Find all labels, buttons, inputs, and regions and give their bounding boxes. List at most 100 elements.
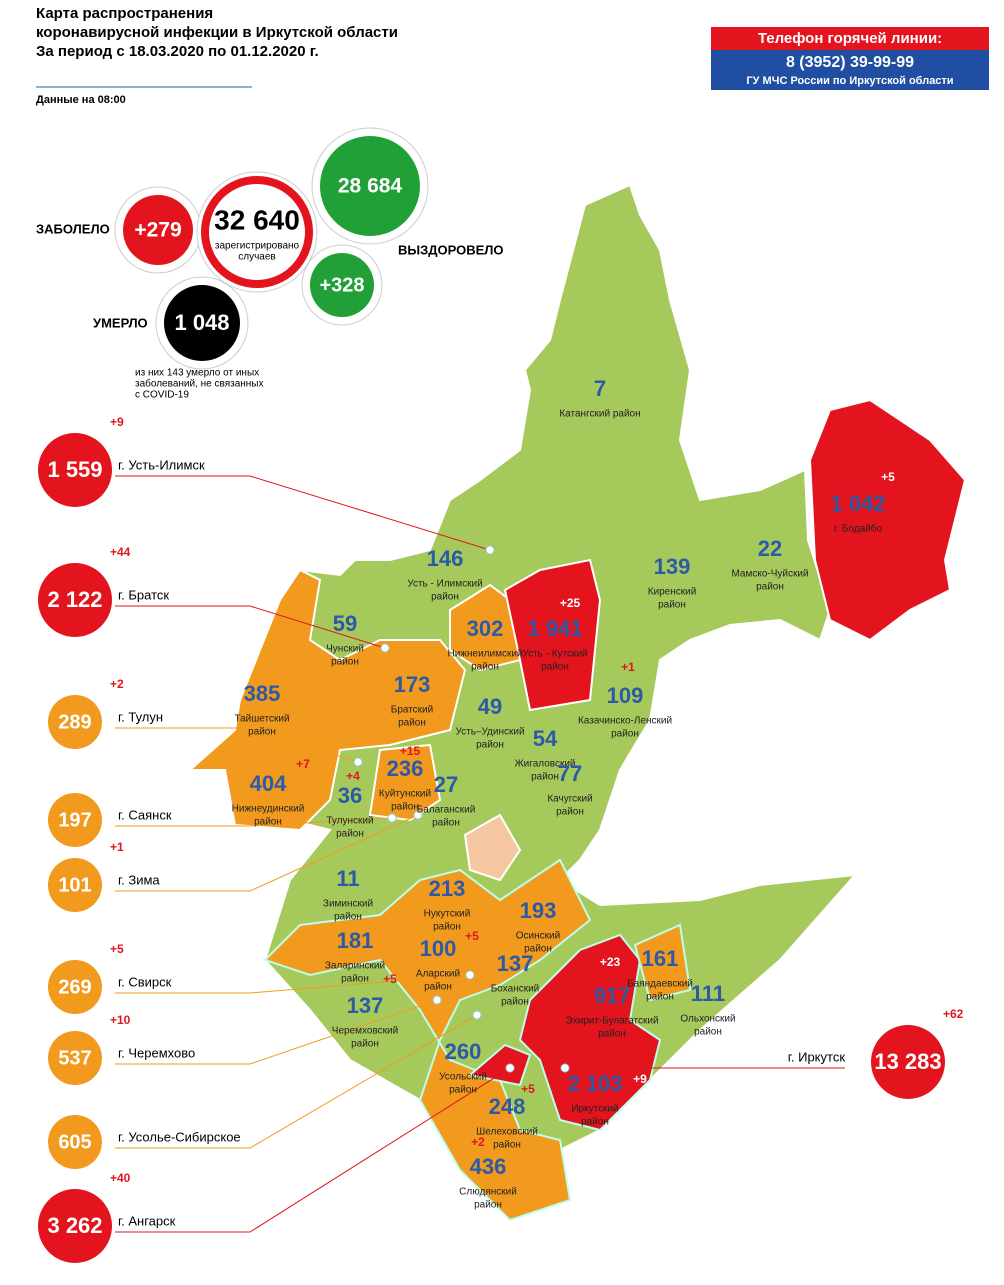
region-name: Тулунский — [326, 816, 373, 827]
city-total: 1 559 — [47, 457, 102, 482]
region-name: район — [471, 662, 499, 673]
city-delta: +5 — [110, 942, 124, 956]
city-total: 13 283 — [874, 1049, 941, 1074]
region-delta: +5 — [465, 929, 479, 943]
region-shape — [503, 558, 602, 712]
region-delta: +4 — [346, 769, 360, 783]
region-total: 302 — [467, 616, 504, 641]
region-name: район — [611, 729, 639, 740]
map-dot — [465, 970, 475, 980]
leader-line — [115, 727, 359, 763]
new-cases: +279 — [134, 219, 181, 242]
leader-line — [115, 1067, 511, 1233]
leader-line — [115, 999, 438, 1065]
region-total: 49 — [478, 694, 502, 719]
region-name: Балаганский — [417, 805, 476, 816]
region-delta: +1 — [621, 660, 635, 674]
region-name: район — [501, 997, 529, 1008]
region-name: Тайшетский — [234, 714, 289, 725]
region-name: район — [391, 802, 419, 813]
leader-line — [115, 817, 393, 827]
leader-line — [115, 475, 491, 551]
region-shape — [467, 1043, 532, 1087]
region-total: 36 — [338, 783, 362, 808]
total-caption: зарегистрировано — [215, 241, 300, 252]
region-shape — [808, 398, 967, 642]
recovered-new: +328 — [319, 274, 364, 296]
region-delta: +5 — [383, 972, 397, 986]
region-total: 137 — [497, 951, 534, 976]
hotline-title: Телефон горячей линии: — [758, 30, 942, 47]
region-name: район — [476, 740, 504, 751]
region-shape — [263, 858, 592, 1222]
region-name: Эхирит-Булагатский — [565, 1016, 658, 1027]
region-name: Ольхонский — [680, 1014, 735, 1025]
city-delta: +1 — [110, 840, 124, 854]
region-name: район — [341, 974, 369, 985]
region-total: 213 — [429, 876, 466, 901]
region-name: Нукутский — [424, 909, 471, 920]
region-total: 2 103 — [567, 1071, 622, 1096]
city-total: 537 — [58, 1047, 91, 1069]
region-delta: +15 — [400, 744, 421, 758]
region-name: Усть - Кутский — [522, 649, 587, 660]
region-name: район — [756, 582, 784, 593]
region-name: район — [531, 772, 559, 783]
city-badge — [48, 1115, 102, 1169]
region-name: район — [556, 807, 584, 818]
region-name: Куйтунский — [379, 789, 431, 800]
region-delta: +23 — [600, 955, 621, 969]
region-total: 146 — [427, 546, 464, 571]
region-name: Нижнеудинский — [232, 804, 305, 815]
hotline-bar — [711, 50, 989, 90]
region-name: г. Бодайбо — [834, 523, 883, 535]
region-name: район — [646, 992, 674, 1003]
region-name: Баяндаевский — [627, 979, 693, 990]
city-delta: +9 — [110, 415, 124, 429]
city-delta: +10 — [110, 1013, 131, 1027]
city-total: 269 — [58, 976, 91, 998]
region-name: Усть - Илимский — [407, 579, 482, 590]
region-name: район — [598, 1029, 626, 1040]
region-name: Аларский — [416, 969, 460, 980]
region-name: район — [432, 818, 460, 829]
city-name: г. Саянск — [118, 807, 172, 822]
region-total: 193 — [520, 898, 557, 923]
map-dot — [472, 1010, 482, 1020]
city-total: 3 262 — [47, 1213, 102, 1238]
region-name: Иркутский — [571, 1104, 618, 1115]
region-delta: +25 — [560, 596, 581, 610]
region-name: Осинский — [516, 931, 560, 942]
region-total: 1 042 — [830, 491, 885, 516]
region-name: район — [424, 982, 452, 993]
region-total: 236 — [387, 756, 424, 781]
header: Карта распространения коронавирусной инф… — [36, 5, 398, 106]
city-badge — [48, 695, 102, 749]
region-name: Жигаловский — [514, 759, 575, 770]
total: 32 640 — [214, 204, 300, 235]
region-name: район — [334, 912, 362, 923]
city-delta: +2 — [110, 677, 124, 691]
title-line: коронавирусной инфекции в Иркутской обла… — [36, 24, 398, 41]
region-total: 385 — [244, 681, 281, 706]
region-delta: +5 — [881, 470, 895, 484]
deaths-note: заболеваний, не связанных — [135, 378, 263, 390]
region-total: 54 — [533, 726, 558, 751]
city-total: 605 — [58, 1131, 91, 1153]
map-dot — [560, 1063, 570, 1073]
region-total: 181 — [337, 928, 374, 953]
region-name: Черемховский — [332, 1026, 398, 1037]
region-name: район — [398, 718, 426, 729]
map-dot — [387, 813, 397, 823]
region-shape — [463, 813, 522, 882]
map-dot — [413, 810, 423, 820]
region-name: район — [658, 600, 686, 611]
city-total: 197 — [58, 809, 91, 831]
region-total: 404 — [250, 771, 287, 796]
region-name: район — [541, 662, 569, 673]
badge — [164, 285, 240, 361]
region-name: район — [351, 1039, 379, 1050]
leader-line — [115, 814, 419, 892]
region-name: Киренский — [648, 587, 697, 598]
region-name: Усольский — [439, 1072, 487, 1083]
